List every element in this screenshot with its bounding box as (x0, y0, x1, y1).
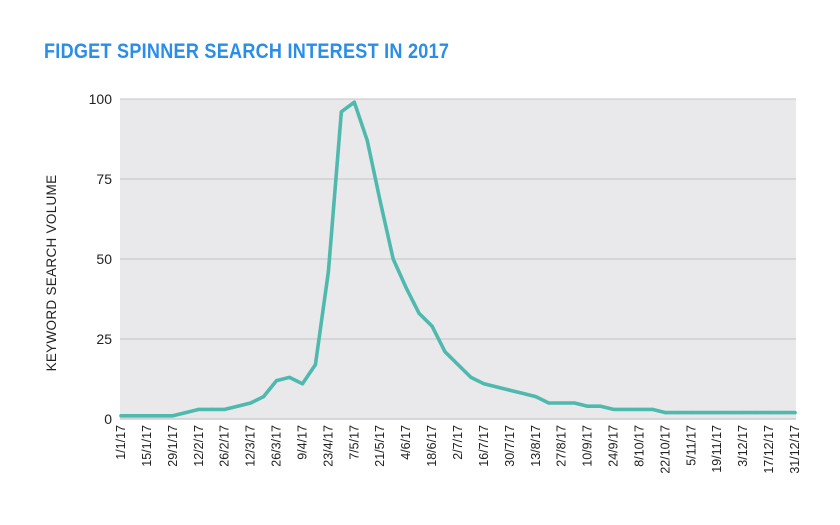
data-point (132, 414, 136, 418)
x-tick-label: 12/3/17 (244, 425, 258, 467)
data-point (508, 388, 512, 392)
x-tick-label: 10/9/17 (581, 425, 595, 467)
data-point (728, 411, 732, 415)
data-point (352, 100, 356, 104)
data-point (586, 404, 590, 408)
data-point (261, 395, 266, 399)
data-point (715, 411, 719, 415)
data-point (223, 407, 227, 411)
data-point (287, 375, 292, 379)
x-tick-label: 31/12/17 (788, 425, 802, 474)
data-point (417, 311, 421, 315)
y-tick-label: 100 (89, 91, 113, 107)
data-point (624, 407, 629, 411)
y-tick-label: 0 (104, 411, 112, 427)
x-tick-label: 9/4/17 (295, 425, 309, 460)
y-tick-label: 50 (96, 251, 112, 267)
x-tick-label: 4/6/17 (399, 425, 413, 460)
data-point (547, 401, 551, 405)
data-point (197, 407, 201, 411)
gridlines (120, 98, 796, 420)
data-point (702, 411, 706, 415)
data-point (145, 414, 149, 418)
data-point (650, 407, 655, 411)
x-tick-label: 2/7/17 (451, 425, 465, 460)
y-tick-label: 25 (96, 331, 112, 347)
data-point (676, 411, 680, 415)
data-point (780, 411, 784, 415)
data-point (184, 411, 188, 415)
x-tick-label: 29/1/17 (166, 425, 180, 467)
data-point (236, 404, 240, 408)
y-axis-label: KEYWORD SEARCH VOLUME (44, 175, 59, 372)
data-point (404, 286, 408, 290)
data-point (534, 395, 538, 399)
data-point (274, 379, 279, 383)
data-point (391, 257, 395, 261)
data-point (158, 414, 162, 418)
data-point (171, 414, 175, 418)
data-point (469, 375, 473, 379)
x-tick-label: 5/11/17 (684, 425, 698, 466)
data-point (456, 363, 460, 367)
data-point (521, 391, 525, 395)
data-point (637, 407, 642, 411)
data-point (378, 199, 382, 203)
data-point (598, 404, 603, 408)
y-tick-labels: 0 25 50 75 100 (89, 91, 113, 427)
x-tick-label: 16/7/17 (477, 425, 491, 467)
data-point (573, 401, 577, 405)
x-tick-label: 30/7/17 (503, 425, 517, 467)
data-point (663, 411, 667, 415)
data-point (560, 401, 564, 405)
x-tick-label: 22/10/17 (658, 425, 672, 474)
x-tick-labels: 1/1/17 15/1/17 29/1/17 12/2/17 26/2/17 12/3/1… (114, 425, 802, 474)
data-point (611, 407, 616, 411)
data-point (793, 411, 797, 415)
x-tick-label: 15/1/17 (140, 425, 154, 467)
data-point (443, 350, 447, 354)
x-tick-label: 27/8/17 (555, 425, 569, 467)
x-tick-label: 26/2/17 (218, 425, 232, 467)
data-point (119, 414, 123, 418)
x-tick-label: 12/2/17 (192, 425, 206, 467)
x-tick-label: 19/11/17 (710, 425, 724, 473)
x-tick-label: 3/12/17 (736, 425, 750, 467)
data-point (365, 139, 369, 143)
x-tick-label: 23/4/17 (321, 425, 335, 467)
data-point (767, 411, 771, 415)
data-point (210, 407, 214, 411)
data-point (300, 382, 305, 386)
x-tick-label: 13/8/17 (529, 425, 543, 467)
data-point (339, 110, 343, 114)
x-tick-label: 24/9/17 (607, 425, 621, 467)
data-points (119, 100, 797, 418)
data-point (313, 363, 318, 367)
data-point (249, 401, 253, 405)
x-tick-label: 7/5/17 (347, 425, 361, 460)
y-tick-label: 75 (96, 171, 112, 187)
x-tick-label: 17/12/17 (762, 425, 776, 474)
data-point (482, 382, 486, 386)
data-point (495, 385, 499, 389)
data-point (430, 324, 434, 328)
x-tick-label: 18/6/17 (425, 425, 439, 467)
x-tick-label: 1/1/17 (114, 425, 128, 460)
x-tick-label: 26/3/17 (270, 425, 284, 467)
data-point (741, 411, 745, 415)
chart-title: FIDGET SPINNER SEARCH INTEREST IN 2017 (44, 40, 450, 63)
x-tick-label: 8/10/17 (632, 425, 646, 467)
data-point (326, 270, 330, 274)
data-point (689, 411, 693, 415)
data-point (754, 411, 758, 415)
x-tick-label: 21/5/17 (373, 425, 387, 467)
